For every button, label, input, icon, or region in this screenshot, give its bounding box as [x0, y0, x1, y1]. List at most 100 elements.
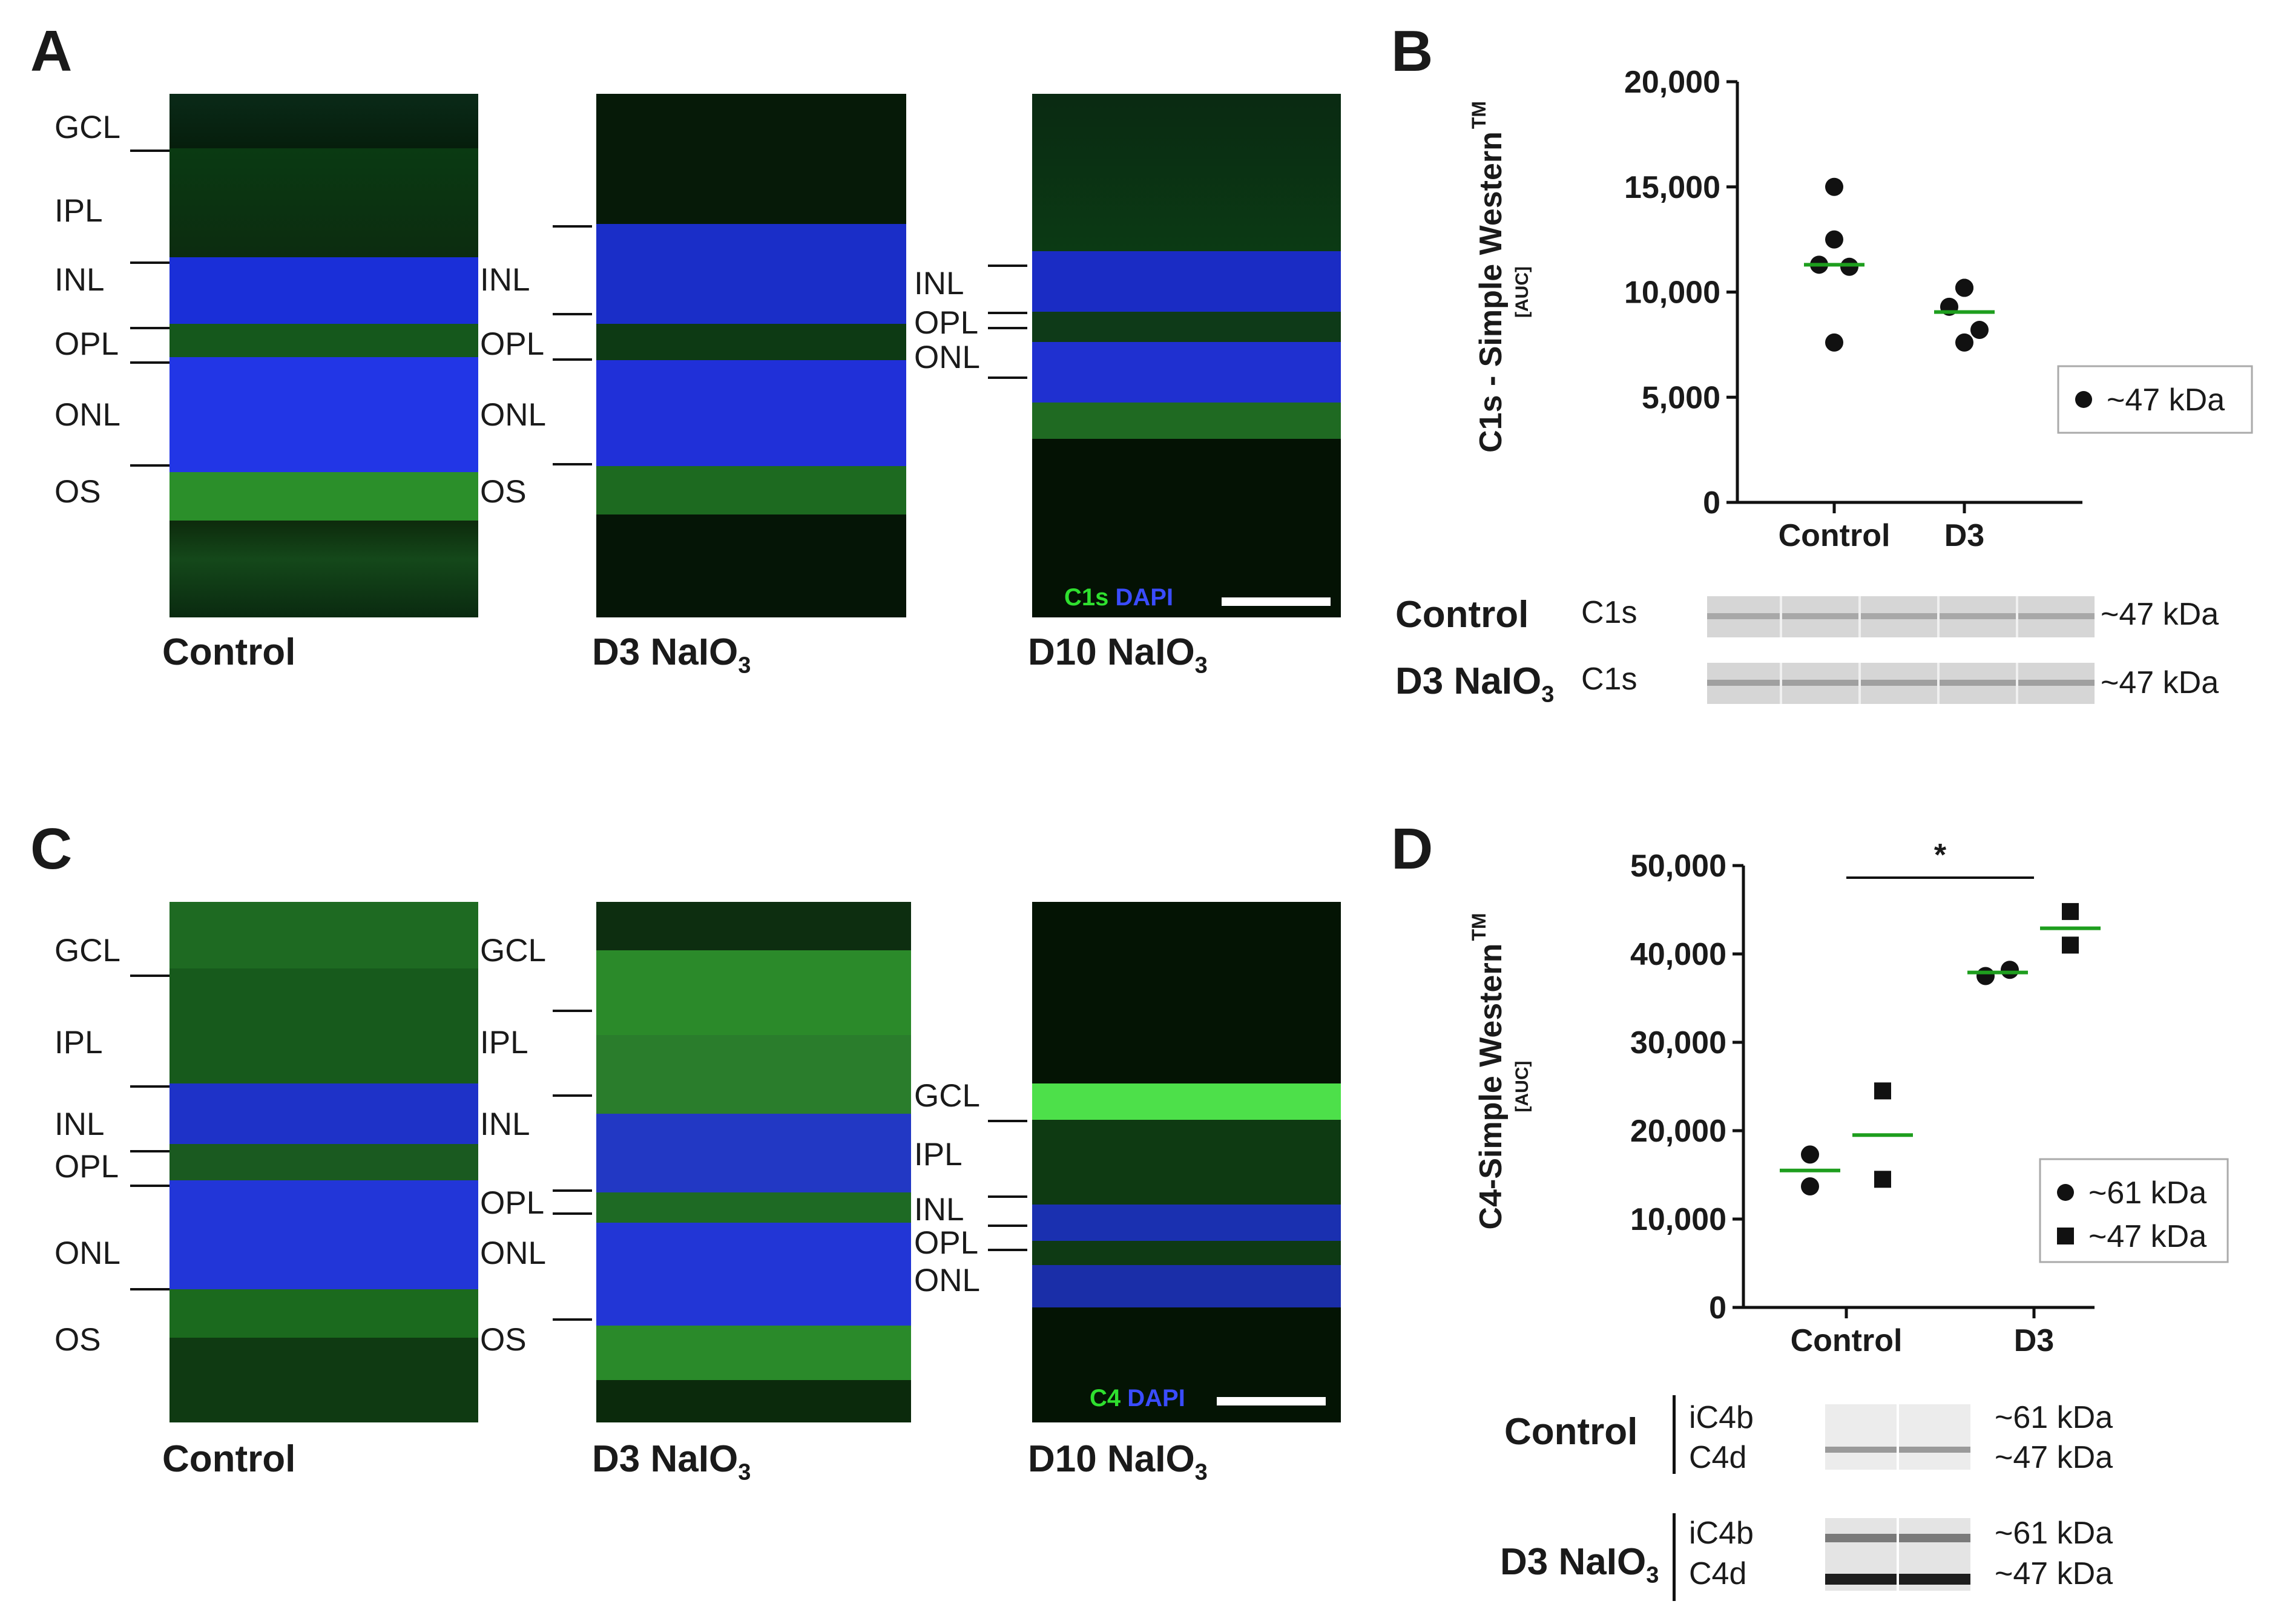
x-tick-label: D3 [1944, 518, 1984, 553]
panel-letter-b: B [1391, 19, 1433, 84]
y-tick-label: 20,000 [1624, 65, 1720, 100]
layer-label: GCL [54, 110, 120, 145]
layer-label: GCL [914, 1078, 980, 1114]
legend-box [2039, 1158, 2229, 1263]
layer-label: ONL [54, 397, 120, 433]
blot-d-size: ~61 kDa [1995, 1400, 2113, 1435]
micrograph-c-control [169, 902, 478, 1422]
caption-a-d10: D10 NaIO3 [1028, 631, 1208, 679]
y-tick-label: 40,000 [1630, 937, 1726, 972]
data-point-circle [1801, 1145, 1819, 1164]
scale-bar-a [1222, 597, 1331, 606]
blot-b-group-d3: D3 NaIO3 [1395, 660, 1555, 708]
layer-label: INL [480, 262, 530, 298]
layer-label: IPL [54, 193, 103, 229]
blot-d-group-control: Control [1504, 1411, 1638, 1453]
layer-label: INL [54, 262, 105, 298]
scale-bar-c [1217, 1397, 1326, 1405]
y-axis-label: C4-Simple Western [1473, 944, 1509, 1230]
layer-label: ONL [914, 1263, 980, 1298]
layer-label: INL [480, 1106, 530, 1142]
data-point-square [1874, 1082, 1891, 1100]
legend-marker-circle [2075, 391, 2092, 408]
layer-label: ONL [480, 1235, 546, 1271]
legend-label: ~61 kDa [2088, 1175, 2207, 1211]
caption-c-control: Control [162, 1438, 296, 1480]
data-point-circle [1825, 333, 1843, 352]
blot-d-d3-lanes [1825, 1518, 1970, 1591]
chart-c4: 0 10,000 20,000 30,000 40,000 50,000 Control D3… [1468, 841, 2229, 1358]
layer-label: INL [914, 1192, 964, 1228]
y-tick-label: 10,000 [1624, 275, 1720, 311]
data-point-circle [1970, 321, 1989, 340]
blot-d-control-lanes [1825, 1404, 1970, 1470]
blot-b-size: ~47 kDa [2101, 665, 2219, 700]
layer-label: OPL [54, 326, 119, 362]
data-point-circle [1976, 967, 1995, 985]
layer-label: ONL [480, 397, 546, 433]
micrograph-c-d10 [1032, 902, 1341, 1422]
legend-marker-circle [2057, 1184, 2074, 1201]
caption-a-control: Control [162, 631, 296, 673]
y-axis-label-sub: [AUC] [1512, 266, 1532, 318]
data-point-square [2062, 936, 2079, 954]
blot-b-group-control: Control [1395, 594, 1529, 636]
y-tick-label: 50,000 [1630, 849, 1726, 884]
stain-c4-label: C4 [1090, 1385, 1121, 1412]
x-tick-label: Control [1791, 1323, 1903, 1358]
legend-label: ~47 kDa [2088, 1219, 2207, 1254]
panel-letter-c: C [30, 817, 73, 881]
data-point-circle [2001, 961, 2019, 979]
stain-dapi-label-c: DAPI [1127, 1385, 1185, 1412]
blot-b-control-lanes [1707, 596, 2095, 637]
y-axis-label-sub: [AUC] [1512, 1061, 1532, 1113]
layer-label: INL [54, 1106, 105, 1142]
caption-c-d3: D3 NaIO3 [592, 1438, 751, 1485]
y-axis-title: C4-Simple Western TM [AUC] [1468, 913, 1532, 1229]
stain-c1s-label: C1s [1064, 584, 1109, 611]
panel-letter-d: D [1391, 817, 1433, 881]
panel-letter-a: A [30, 19, 73, 84]
blot-d-protein: iC4b [1689, 1516, 1754, 1551]
blot-b-d3-lanes [1707, 663, 2095, 704]
micrograph-a-d3 [596, 94, 906, 617]
layer-label: OPL [914, 305, 979, 341]
blot-d-group-d3: D3 NaIO3 [1500, 1541, 1659, 1588]
layer-label: ONL [54, 1235, 120, 1271]
blot-b-protein: C1s [1581, 662, 1637, 697]
blot-d-protein: C4d [1689, 1556, 1747, 1591]
layer-label: IPL [54, 1025, 103, 1060]
y-tick-label: 10,000 [1630, 1202, 1726, 1237]
y-tick-label: 0 [1709, 1290, 1726, 1326]
y-tick-label: 0 [1703, 485, 1720, 521]
data-point-square [2062, 902, 2079, 920]
data-point-square [1874, 1171, 1891, 1188]
blot-d-protein: iC4b [1689, 1400, 1754, 1435]
layer-label: ONL [914, 340, 980, 375]
data-point-circle [1955, 333, 1973, 352]
chart-c1s: 0 5,000 10,000 15,000 20,000 Control D3 C1s - S… [1468, 65, 2253, 553]
layer-label: OPL [480, 326, 545, 362]
data-point-circle [1825, 177, 1843, 196]
layer-label: OPL [480, 1185, 545, 1221]
y-axis-label-sup: TM [1468, 101, 1490, 129]
stain-dapi-label-a: DAPI [1115, 584, 1174, 611]
data-point-circle [1825, 230, 1843, 249]
legend-label: ~47 kDa [2107, 383, 2225, 418]
layer-label: OS [54, 1322, 101, 1358]
data-point-circle [1840, 257, 1858, 276]
layer-label: GCL [54, 933, 120, 968]
blot-d-size: ~47 kDa [1995, 1440, 2113, 1475]
y-tick-label: 30,000 [1630, 1025, 1726, 1060]
y-tick-label: 20,000 [1630, 1114, 1726, 1149]
layer-label: OS [480, 1322, 527, 1358]
layer-label: OPL [54, 1149, 119, 1185]
data-point-circle [1955, 278, 1973, 297]
layer-label: OS [54, 474, 101, 510]
x-tick-label: D3 [2014, 1323, 2054, 1358]
caption-a-d3: D3 NaIO3 [592, 631, 751, 679]
layer-label: INL [914, 266, 964, 301]
y-tick-label: 15,000 [1624, 170, 1720, 205]
blot-d-size: ~47 kDa [1995, 1556, 2113, 1591]
